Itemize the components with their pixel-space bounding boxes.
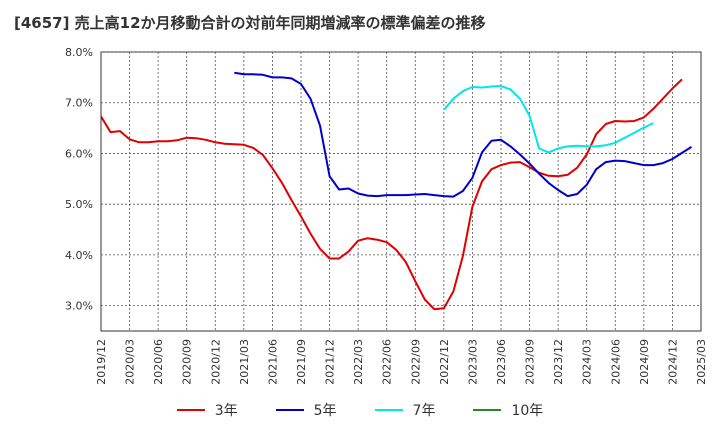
series-line-7年: [443, 85, 654, 154]
legend-swatch: [374, 409, 403, 411]
y-tick-label: 5.0%: [65, 198, 93, 211]
x-tick-label: 2020/03: [124, 339, 137, 385]
legend-label: 5年: [313, 403, 337, 419]
legend-item: 5年: [275, 400, 337, 420]
y-tick-label: 8.0%: [65, 46, 93, 59]
legend-item: 3年: [176, 400, 238, 420]
x-tick-label: 2022/06: [381, 339, 394, 385]
legend-label: 10年: [511, 403, 544, 419]
x-tick-label: 2021/12: [324, 339, 337, 385]
x-tick-label: 2022/09: [409, 339, 422, 385]
legend-swatch: [473, 409, 502, 411]
legend-label: 3年: [214, 403, 238, 419]
plot-area: [100, 51, 702, 332]
y-axis: 3.0% 4.0% 5.0% 6.0% 7.0% 8.0%: [65, 46, 93, 313]
x-tick-label: 2021/03: [238, 339, 251, 385]
x-tick-label: 2025/03: [695, 339, 708, 385]
chart-legend: 3年 5年 7年 10年: [0, 400, 720, 420]
x-tick-label: 2024/06: [609, 339, 622, 385]
x-tick-label: 2023/06: [495, 339, 508, 385]
x-tick-label: 2024/12: [666, 339, 679, 385]
y-tick-label: 6.0%: [65, 147, 93, 160]
legend-swatch: [176, 409, 205, 411]
x-tick-label: 2021/06: [266, 339, 279, 385]
chart-title: [4657] 売上高12か月移動合計の対前年同期増減率の標準偏差の推移: [14, 14, 486, 32]
legend-item: 10年: [473, 400, 543, 420]
x-tick-label: 2023/03: [466, 339, 479, 385]
legend-swatch: [275, 409, 304, 411]
y-tick-label: 3.0%: [65, 300, 93, 313]
x-tick-label: 2023/09: [524, 339, 537, 385]
y-tick-label: 4.0%: [65, 249, 93, 262]
x-tick-label: 2020/09: [181, 339, 194, 385]
x-tick-label: 2022/03: [352, 339, 365, 385]
x-tick-label: 2023/12: [552, 339, 565, 385]
x-tick-label: 2019/12: [95, 339, 108, 385]
series-line-5年: [234, 71, 693, 198]
grid: [101, 51, 701, 331]
x-tick-label: 2021/09: [295, 339, 308, 385]
legend-label: 7年: [412, 403, 436, 419]
x-tick-label: 2022/12: [438, 339, 451, 385]
x-tick-label: 2024/03: [581, 339, 594, 385]
series-layer: [100, 71, 693, 311]
x-tick-label: 2024/09: [638, 339, 651, 385]
x-tick-label: 2020/12: [209, 339, 222, 385]
legend-item: 7年: [374, 400, 436, 420]
x-tick-label: 2020/06: [152, 339, 165, 385]
y-tick-label: 7.0%: [65, 97, 93, 110]
series-line-3年: [100, 78, 683, 311]
x-axis: 2019/12 2020/03 2020/06 2020/09 2020/12 2021/…: [95, 339, 708, 385]
